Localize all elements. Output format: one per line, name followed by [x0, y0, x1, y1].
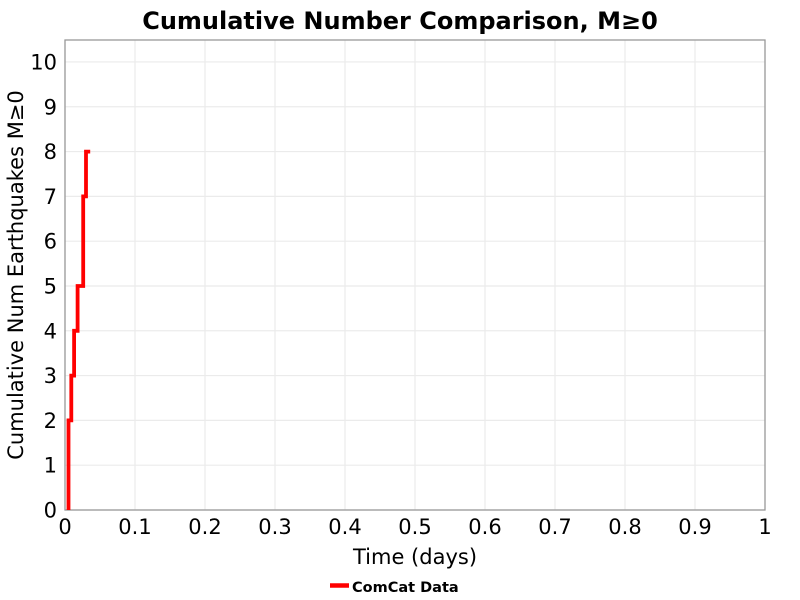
- x-tick-label: 0.8: [608, 515, 641, 539]
- x-tick-labels: 0 0.1 0.2 0.3 0.4 0.5 0.6 0.7 0.8 0.9 1: [58, 515, 771, 539]
- y-tick-label: 0: [44, 499, 57, 523]
- x-axis-label: Time (days): [352, 545, 477, 569]
- y-axis-label: Cumulative Num Earthquakes M≥0: [4, 90, 28, 460]
- x-tick-label: 0.6: [468, 515, 501, 539]
- y-tick-labels: 0 1 2 3 4 5 6 7 8 9 10: [30, 50, 57, 522]
- x-tick-label: 0.7: [538, 515, 571, 539]
- data-series: [66, 149, 91, 510]
- y-tick-label: 6: [44, 230, 57, 254]
- plot-frame: [64, 39, 766, 511]
- x-tick-label: 0.9: [678, 515, 711, 539]
- x-tick-label: 0: [58, 515, 71, 539]
- y-tick-label: 3: [44, 364, 57, 388]
- legend-label-comcat: ComCat Data: [352, 580, 459, 596]
- y-tick-label: 8: [44, 140, 57, 164]
- x-tick-label: 1: [758, 515, 771, 539]
- y-tick-label: 5: [44, 274, 57, 298]
- x-tick-label: 0.3: [258, 515, 291, 539]
- gridlines: [64, 40, 766, 511]
- x-tick-label: 0.1: [118, 515, 151, 539]
- y-tick-label: 1: [44, 454, 57, 478]
- y-tick-label: 10: [30, 50, 57, 74]
- legend: ComCat Data: [330, 580, 459, 596]
- chart-title: Cumulative Number Comparison, M≥0: [142, 7, 658, 35]
- comcat-step-line: [66, 149, 91, 510]
- y-tick-label: 9: [44, 95, 57, 119]
- x-tick-label: 0.5: [398, 515, 431, 539]
- x-tick-label: 0.4: [328, 515, 361, 539]
- x-tick-label: 0.2: [188, 515, 221, 539]
- y-tick-label: 4: [44, 319, 57, 343]
- y-tick-label: 7: [44, 185, 57, 209]
- y-tick-label: 2: [44, 409, 57, 433]
